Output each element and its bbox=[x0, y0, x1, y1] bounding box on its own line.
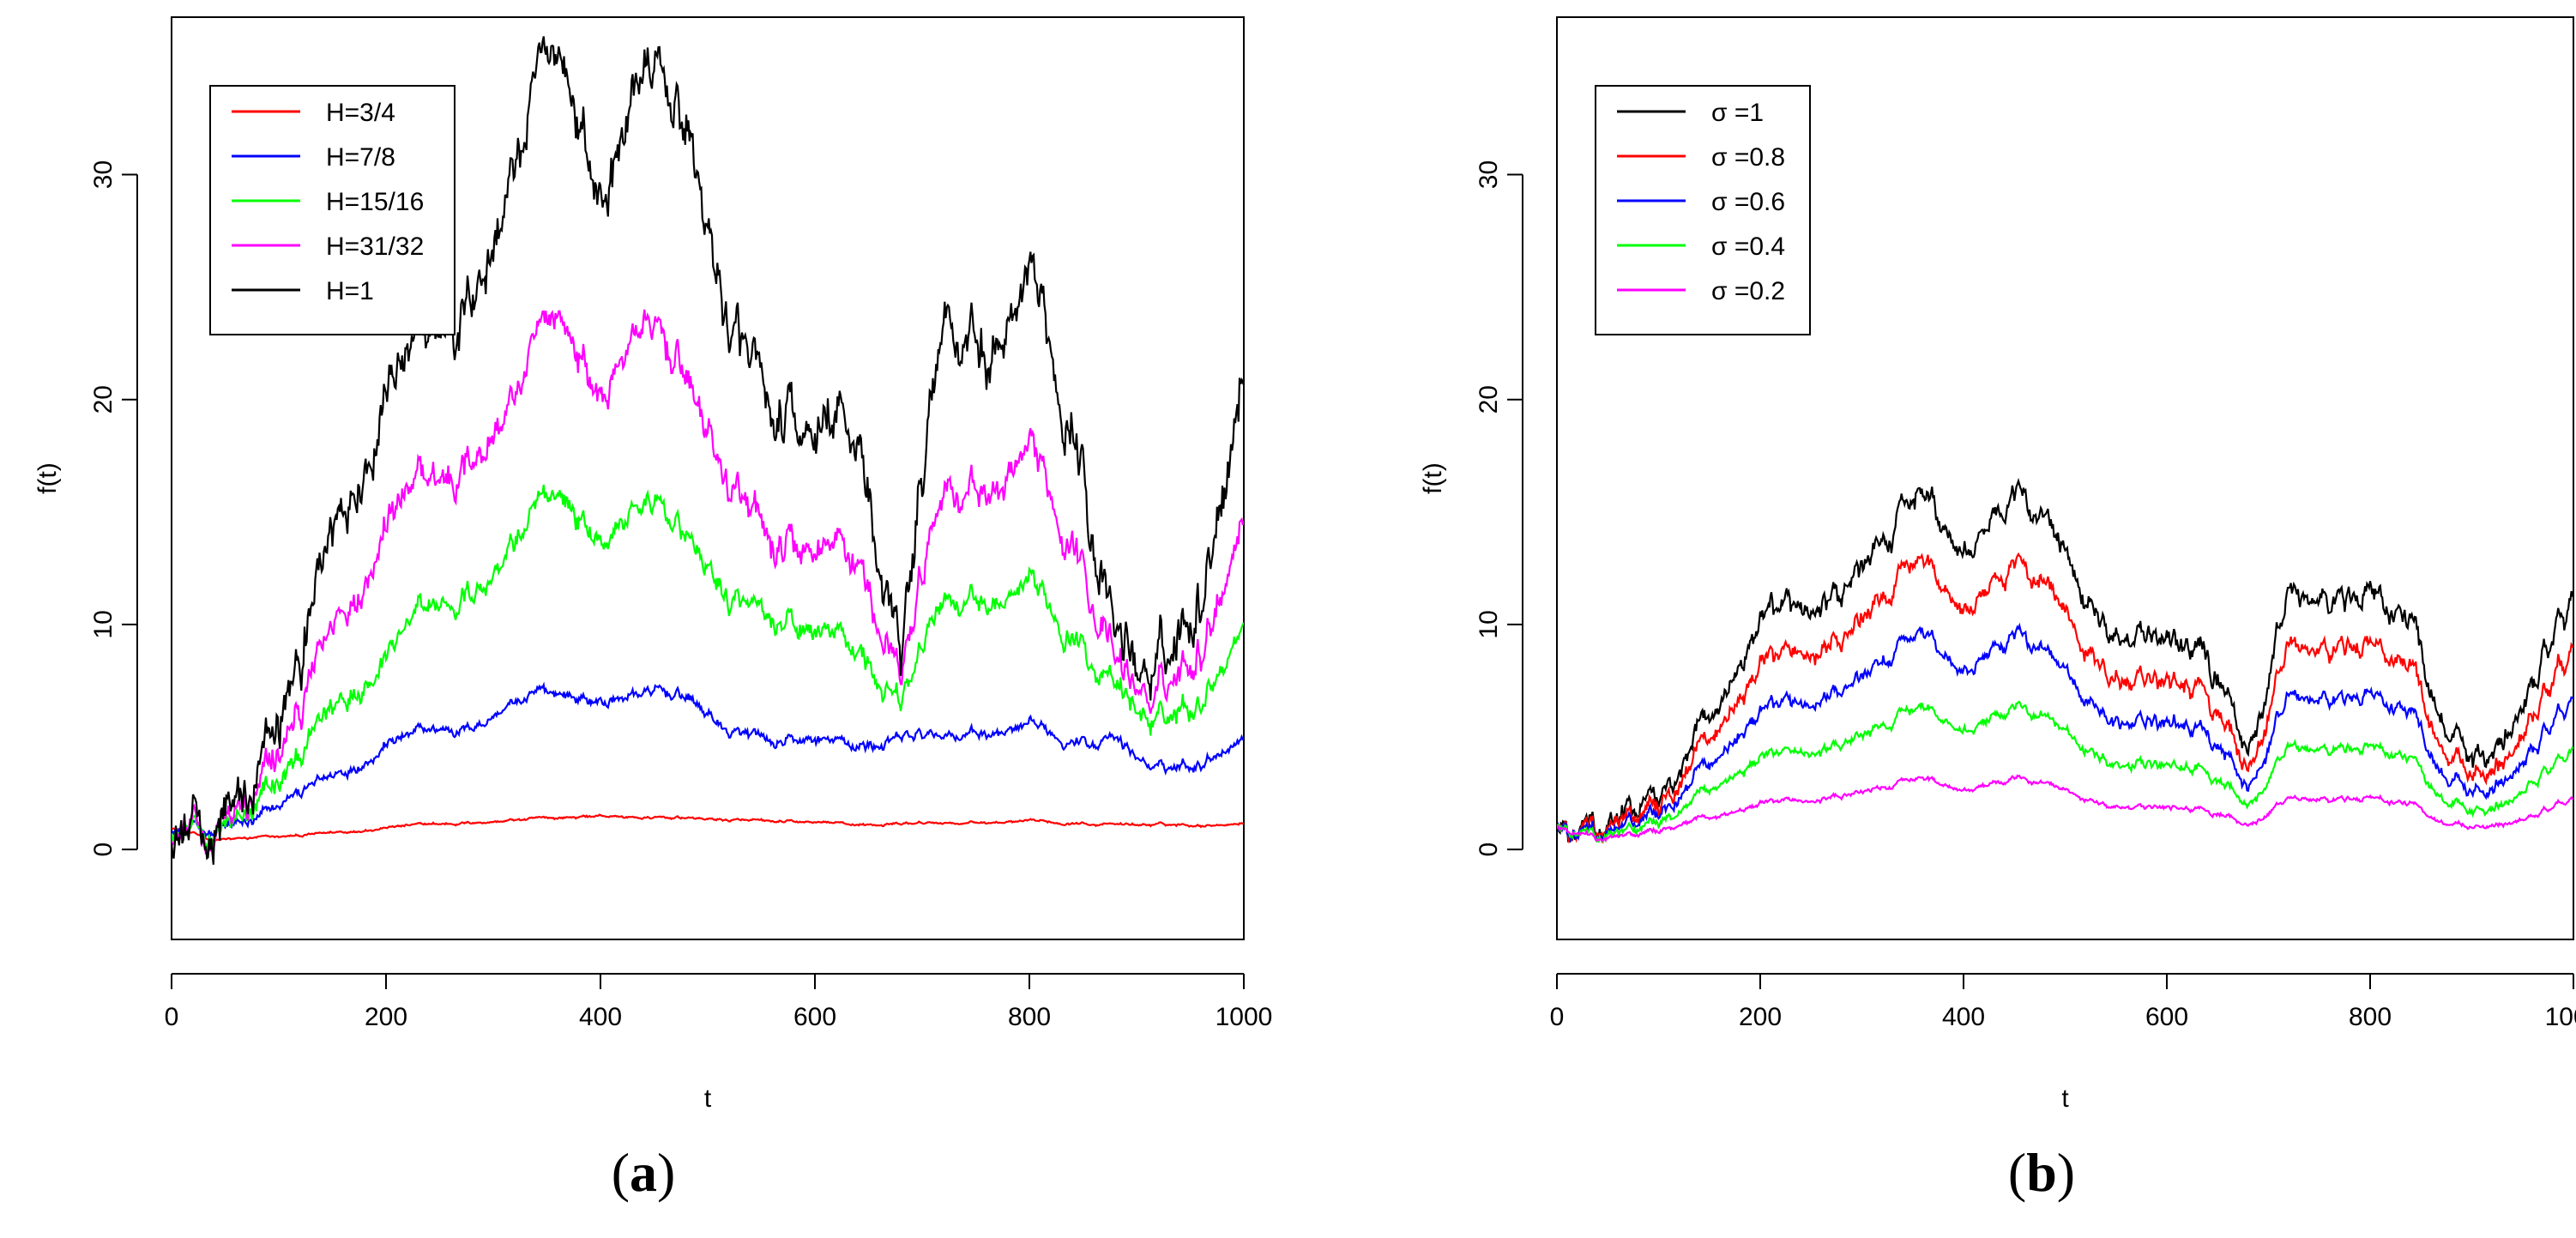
legend-label: H=15/16 bbox=[326, 188, 424, 216]
y-tick-label: 30 bbox=[89, 160, 118, 189]
panel-a: 0 200 400 600 800 1000 t 0 10 20 30 f(t) H=3/4 H=7/8 H… bbox=[0, 0, 1287, 1238]
series-line bbox=[172, 681, 1244, 839]
legend-label: σ =0.4 bbox=[1711, 233, 1785, 261]
y-tick-label: 0 bbox=[1475, 842, 1503, 857]
x-tick-label: 0 bbox=[165, 1003, 179, 1031]
legend-label: H=3/4 bbox=[326, 99, 395, 127]
legend-label: H=31/32 bbox=[326, 233, 424, 261]
series-line bbox=[1557, 622, 2573, 843]
legend-label: σ =1 bbox=[1711, 99, 1764, 127]
series-group bbox=[172, 36, 1244, 865]
legend-box bbox=[1595, 85, 1811, 335]
x-tick-label: 600 bbox=[2145, 1003, 2188, 1031]
x-tick-label: 800 bbox=[1008, 1003, 1051, 1031]
series-group bbox=[1557, 477, 2573, 844]
y-tick-label: 10 bbox=[1475, 610, 1503, 638]
plot-frame bbox=[1556, 16, 2574, 940]
x-tick-label: 1000 bbox=[1216, 1003, 1273, 1031]
x-tick-label: 400 bbox=[579, 1003, 622, 1031]
panel-b-label: (b) bbox=[2007, 1142, 2076, 1203]
x-tick-label: 400 bbox=[1942, 1003, 1985, 1031]
legend-label: σ =0.8 bbox=[1711, 143, 1785, 172]
series-line bbox=[172, 813, 1244, 842]
x-tick-label: 200 bbox=[365, 1003, 407, 1031]
legend-label: H=1 bbox=[326, 277, 374, 305]
plot-frame bbox=[171, 16, 1245, 940]
y-tick-label: 30 bbox=[1475, 160, 1503, 189]
y-axis-label: f(t) bbox=[1419, 462, 1447, 494]
series-line bbox=[1557, 774, 2573, 842]
series-line bbox=[1557, 477, 2573, 843]
y-axis-label: f(t) bbox=[33, 462, 62, 494]
legend-box bbox=[209, 85, 455, 335]
chart-a-svg: 0 200 400 600 800 1000 t 0 10 20 30 f(t) H=3/4 H=7/8 H… bbox=[33, 16, 1273, 1113]
x-tick-label: 0 bbox=[1550, 1003, 1565, 1031]
series-line bbox=[172, 484, 1244, 854]
x-tick-label: 200 bbox=[1739, 1003, 1782, 1031]
panel-a-label: (a) bbox=[611, 1142, 676, 1203]
x-tick-label: 1000 bbox=[2545, 1003, 2576, 1031]
x-tick-label: 800 bbox=[2349, 1003, 2392, 1031]
x-axis-label: t bbox=[2061, 1084, 2069, 1113]
y-tick-label: 0 bbox=[89, 842, 118, 857]
series-line bbox=[172, 36, 1244, 865]
chart-b-svg: 0 200 400 600 800 1000 t 0 10 20 30 f(t) σ =1 σ =0.8 σ… bbox=[1419, 16, 2576, 1113]
series-line bbox=[1557, 552, 2573, 844]
x-tick-label: 600 bbox=[793, 1003, 836, 1031]
y-tick-label: 20 bbox=[1475, 385, 1503, 414]
x-axis-label: t bbox=[704, 1084, 712, 1113]
legend-label: H=7/8 bbox=[326, 143, 395, 172]
legend-label: σ =0.2 bbox=[1711, 277, 1785, 305]
series-line bbox=[172, 309, 1244, 855]
panel-b: 0 200 400 600 800 1000 t 0 10 20 30 f(t) σ =1 σ =0.8 σ… bbox=[1287, 0, 2576, 1238]
legend-label: σ =0.6 bbox=[1711, 188, 1785, 216]
series-line bbox=[1557, 700, 2573, 843]
y-tick-label: 20 bbox=[89, 385, 118, 414]
y-tick-label: 10 bbox=[89, 610, 118, 638]
